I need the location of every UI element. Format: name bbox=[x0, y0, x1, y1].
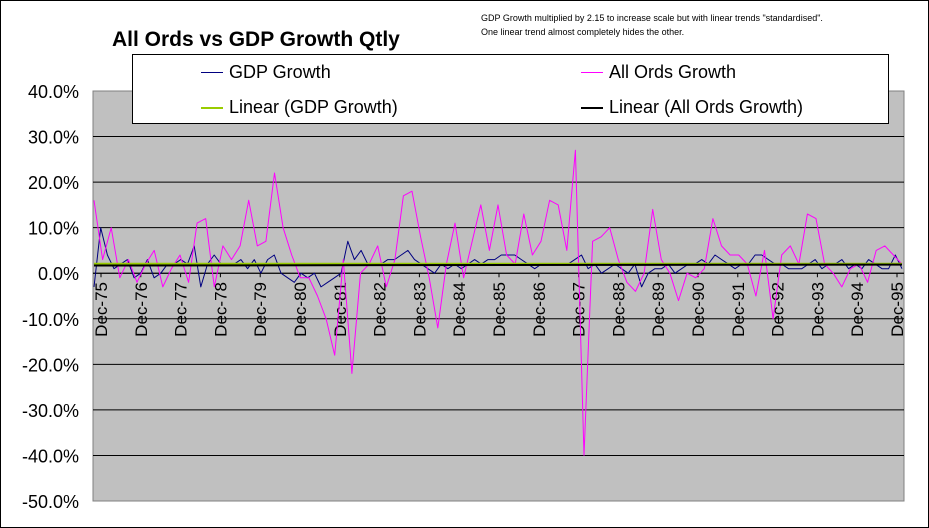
legend-label-linear-all-ords: Linear (All Ords Growth) bbox=[609, 97, 804, 117]
y-tick-label: -20.0% bbox=[22, 355, 79, 375]
y-axis-ticks: 40.0% 30.0% 20.0% 10.0% 0.0% -10.0% -20.0% -30.… bbox=[22, 82, 79, 512]
x-tick-label: Dec-75 bbox=[92, 282, 111, 337]
y-tick-label: -10.0% bbox=[22, 310, 79, 330]
legend-swatch-linear-gdp bbox=[201, 106, 223, 109]
x-tick-label: Dec-94 bbox=[848, 282, 867, 337]
series-group bbox=[93, 149, 903, 456]
x-tick-label: Dec-86 bbox=[530, 282, 549, 337]
y-tick-label: 40.0% bbox=[28, 82, 79, 102]
legend-swatch-all-ords-growth bbox=[581, 72, 603, 73]
chart-title: All Ords vs GDP Growth Qtly bbox=[112, 28, 400, 51]
legend-label-gdp-growth: GDP Growth bbox=[229, 62, 331, 82]
x-tick-label: Dec-80 bbox=[291, 282, 310, 337]
note-line-2: One linear trend almost completely hides… bbox=[481, 27, 685, 37]
x-tick-label: Dec-79 bbox=[251, 282, 270, 337]
x-tick-label: Dec-76 bbox=[132, 282, 151, 337]
y-tick-label: 10.0% bbox=[28, 219, 79, 239]
x-tick-label: Dec-90 bbox=[689, 282, 708, 337]
legend-item-all-ords-growth: All Ords Growth bbox=[581, 62, 736, 83]
legend-label-all-ords-growth: All Ords Growth bbox=[609, 62, 737, 82]
x-tick-label: Dec-93 bbox=[808, 282, 827, 337]
gridlines bbox=[93, 136, 904, 456]
y-tick-label: -50.0% bbox=[22, 492, 79, 512]
legend-swatch-gdp-growth bbox=[201, 72, 223, 73]
y-tick-label: 0.0% bbox=[38, 264, 79, 284]
legend-item-linear-gdp: Linear (GDP Growth) bbox=[201, 97, 398, 118]
legend: GDP Growth All Ords Growth Linear (GDP G… bbox=[132, 54, 889, 124]
x-tick-label: Dec-77 bbox=[172, 282, 191, 337]
x-tick-label: Dec-81 bbox=[331, 282, 350, 337]
chart-note: GDP Growth multiplied by 2.15 to increas… bbox=[481, 11, 823, 39]
y-tick-label: 20.0% bbox=[28, 173, 79, 193]
x-axis-ticks: Dec-75 Dec-76 Dec-77 Dec-78 Dec-79 Dec-80 Dec-… bbox=[92, 273, 907, 337]
y-tick-label: -40.0% bbox=[22, 446, 79, 466]
x-tick-label: Dec-83 bbox=[410, 282, 429, 337]
x-tick-label: Dec-95 bbox=[888, 282, 907, 337]
x-tick-label: Dec-85 bbox=[490, 282, 509, 337]
x-tick-label: Dec-84 bbox=[450, 282, 469, 337]
y-tick-label: -30.0% bbox=[22, 401, 79, 421]
plot-area bbox=[92, 90, 905, 502]
x-tick-label: Dec-91 bbox=[729, 282, 748, 337]
legend-item-linear-all-ords: Linear (All Ords Growth) bbox=[581, 97, 803, 118]
legend-label-linear-gdp: Linear (GDP Growth) bbox=[229, 97, 398, 117]
x-tick-label: Dec-92 bbox=[769, 282, 788, 337]
note-line-1: GDP Growth multiplied by 2.15 to increas… bbox=[481, 13, 823, 23]
x-tick-label: Dec-88 bbox=[609, 282, 628, 337]
x-tick-label: Dec-78 bbox=[211, 282, 230, 337]
legend-item-gdp-growth: GDP Growth bbox=[201, 62, 331, 83]
series-line-linear-all-ords-growth bbox=[93, 263, 903, 267]
x-tick-label: Dec-82 bbox=[371, 282, 390, 337]
x-tick-label: Dec-87 bbox=[570, 282, 589, 337]
y-tick-label: 30.0% bbox=[28, 128, 79, 148]
series-line-all-ords-growth bbox=[93, 149, 903, 456]
legend-swatch-linear-all-ords bbox=[581, 106, 603, 109]
x-tick-label: Dec-89 bbox=[649, 282, 668, 337]
